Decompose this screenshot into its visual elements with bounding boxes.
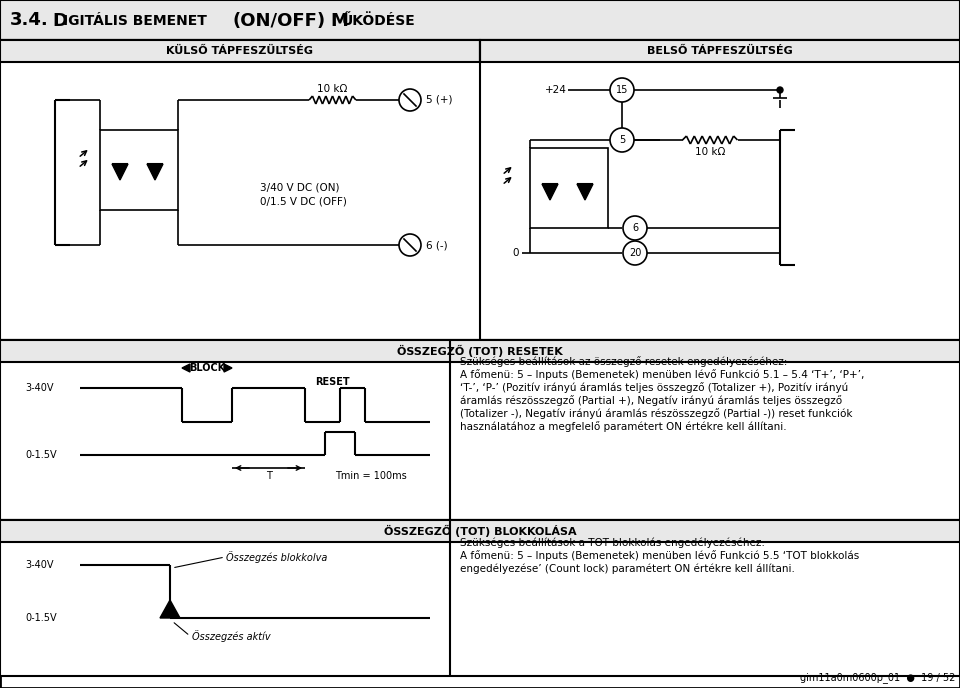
Text: 5: 5 xyxy=(619,135,625,145)
Text: ŰKÖDÉSE: ŰKÖDÉSE xyxy=(342,14,416,28)
Text: D: D xyxy=(52,12,67,30)
Circle shape xyxy=(610,128,634,152)
Text: 6 (-): 6 (-) xyxy=(426,240,447,250)
Bar xyxy=(0,520,960,676)
Text: 0/1.5 V DC (OFF): 0/1.5 V DC (OFF) xyxy=(260,197,347,207)
Text: 3/40 V DC (ON): 3/40 V DC (ON) xyxy=(260,183,340,193)
Text: 0-1.5V: 0-1.5V xyxy=(25,613,57,623)
Text: 6: 6 xyxy=(632,223,638,233)
Text: Tmin = 100ms: Tmin = 100ms xyxy=(335,471,407,481)
Text: 10 kΩ: 10 kΩ xyxy=(695,147,725,157)
Text: 0-1.5V: 0-1.5V xyxy=(25,450,57,460)
Text: Összegzés aktív: Összegzés aktív xyxy=(192,630,271,642)
Polygon shape xyxy=(147,164,163,180)
Text: engedélyezése’ (Count lock) paramétert ON értékre kell állítani.: engedélyezése’ (Count lock) paramétert O… xyxy=(460,563,795,574)
Text: (ON/OFF): (ON/OFF) xyxy=(232,12,325,30)
Polygon shape xyxy=(542,184,558,200)
Polygon shape xyxy=(160,600,180,618)
Bar xyxy=(0,40,480,62)
Text: használatához a megfelelő paramétert ON értékre kell állítani.: használatához a megfelelő paramétert ON … xyxy=(460,422,786,433)
Text: ‘T-’, ‘P-’ (Pozitív irányú áramlás teljes összegző (Totalizer +), Pozitív irányú: ‘T-’, ‘P-’ (Pozitív irányú áramlás telje… xyxy=(460,383,849,394)
Polygon shape xyxy=(112,164,128,180)
Bar xyxy=(100,130,178,210)
Text: A főmenü: 5 – Inputs (Bemenetek) menüben lévő Funkció 5.1 – 5.4 ‘T+’, ‘P+’,: A főmenü: 5 – Inputs (Bemenetek) menüben… xyxy=(460,369,864,380)
Text: Szükséges beállítások a TOT blokkolás engedélyezéséhez:: Szükséges beállítások a TOT blokkolás en… xyxy=(460,538,765,548)
Bar xyxy=(0,340,960,520)
Bar xyxy=(530,148,608,228)
Bar xyxy=(0,340,960,362)
Text: 3-40V: 3-40V xyxy=(25,560,54,570)
Text: (Totalizer -), Negatív irányú áramlás részösszegző (Partial -)) reset funkciók: (Totalizer -), Negatív irányú áramlás ré… xyxy=(460,409,852,420)
Bar xyxy=(0,0,960,40)
Text: +24: +24 xyxy=(545,85,566,95)
Bar xyxy=(480,40,960,62)
Circle shape xyxy=(610,78,634,102)
Text: BELSŐ TÁPFESZÜLTSÉG: BELSŐ TÁPFESZÜLTSÉG xyxy=(647,46,793,56)
Circle shape xyxy=(777,87,783,93)
Bar xyxy=(0,40,960,340)
Text: T: T xyxy=(266,471,272,481)
Text: M: M xyxy=(330,12,348,30)
Text: A főmenü: 5 – Inputs (Bemenetek) menüben lévő Funkció 5.5 ‘TOT blokkolás: A főmenü: 5 – Inputs (Bemenetek) menüben… xyxy=(460,550,859,561)
Circle shape xyxy=(399,89,421,111)
Circle shape xyxy=(623,241,647,265)
Bar xyxy=(0,520,960,542)
Text: Szükséges beállítások az összegző resetek engedélyezéséhez:: Szükséges beállítások az összegző resete… xyxy=(460,356,787,367)
Text: gim11a0m0600p_01  ●  19 / 52: gim11a0m0600p_01 ● 19 / 52 xyxy=(800,673,955,683)
Text: Összegzés blokkolva: Összegzés blokkolva xyxy=(226,551,327,563)
Text: áramlás részösszegző (Partial +), Negatív irányú áramlás teljes összegző: áramlás részösszegző (Partial +), Negatí… xyxy=(460,396,842,407)
Text: 15: 15 xyxy=(615,85,628,95)
Text: 3-40V: 3-40V xyxy=(25,383,54,393)
Text: 0: 0 xyxy=(512,248,518,258)
Text: BLOCK: BLOCK xyxy=(189,363,226,373)
Polygon shape xyxy=(182,364,190,372)
Text: RESET: RESET xyxy=(315,377,349,387)
Circle shape xyxy=(623,216,647,240)
Polygon shape xyxy=(577,184,593,200)
Text: ÖSSZEGZŐ (TOT) BLOKKOLÁSA: ÖSSZEGZŐ (TOT) BLOKKOLÁSA xyxy=(384,525,576,537)
Text: 3.4.: 3.4. xyxy=(10,11,49,29)
Text: KÜLSŐ TÁPFESZÜLTSÉG: KÜLSŐ TÁPFESZÜLTSÉG xyxy=(166,46,314,56)
Text: 20: 20 xyxy=(629,248,641,258)
Text: 5 (+): 5 (+) xyxy=(426,95,452,105)
Text: ÖSSZEGZŐ (TOT) RESETEK: ÖSSZEGZŐ (TOT) RESETEK xyxy=(397,345,563,357)
Circle shape xyxy=(399,234,421,256)
Polygon shape xyxy=(224,364,232,372)
Text: 10 kΩ: 10 kΩ xyxy=(317,84,348,94)
Text: IGITÁLIS BEMENET: IGITÁLIS BEMENET xyxy=(63,14,206,28)
